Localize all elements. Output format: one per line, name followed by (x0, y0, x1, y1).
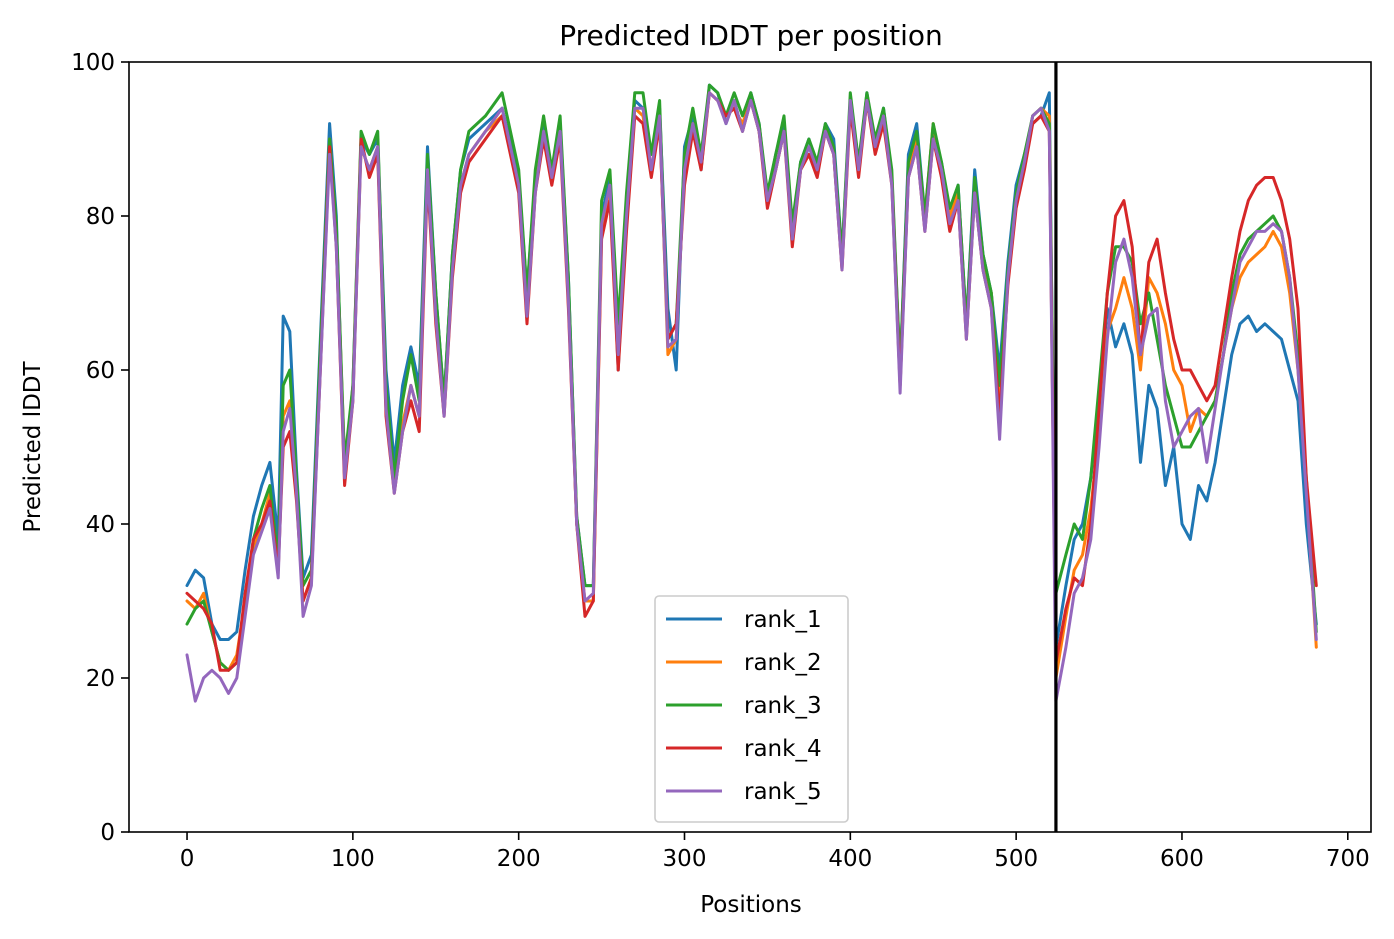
x-tick-label: 700 (1326, 846, 1370, 872)
x-tick-label: 0 (180, 846, 195, 872)
x-axis-label: Positions (700, 892, 802, 918)
legend-label-rank-1: rank_1 (744, 607, 822, 633)
series-line-rank-3 (185, 83, 1318, 672)
legend: rank_1 rank_2 rank_3 rank_4 rank_5 (654, 595, 849, 823)
plot-area (185, 83, 1318, 703)
x-tick-label: 600 (1160, 846, 1204, 872)
y-tick-label: 0 (100, 820, 115, 846)
legend-label-rank-5: rank_5 (744, 779, 822, 805)
x-tick-label: 500 (994, 846, 1038, 872)
x-tick-label: 100 (331, 846, 375, 872)
x-tick-label: 300 (663, 846, 707, 872)
axes-frame (128, 61, 1372, 833)
x-tick-label: 400 (828, 846, 872, 872)
y-axis-label: Predicted lDDT (20, 360, 46, 532)
y-axis-ticks: 0 20 40 60 80 100 (71, 50, 129, 846)
legend-label-rank-2: rank_2 (744, 650, 822, 676)
legend-label-rank-3: rank_3 (744, 693, 822, 719)
x-tick-label: 200 (497, 846, 541, 872)
chart-title: Predicted lDDT per position (559, 19, 943, 52)
y-tick-label: 80 (86, 204, 115, 230)
y-tick-label: 100 (71, 50, 115, 76)
series-line-rank-5 (185, 91, 1318, 703)
x-axis-ticks: 0 100 200 300 400 500 600 700 (180, 832, 1370, 872)
legend-label-rank-4: rank_4 (744, 736, 822, 762)
legend-frame (654, 595, 849, 823)
y-tick-label: 40 (86, 512, 115, 538)
y-tick-label: 20 (86, 666, 115, 692)
y-tick-label: 60 (86, 358, 115, 384)
